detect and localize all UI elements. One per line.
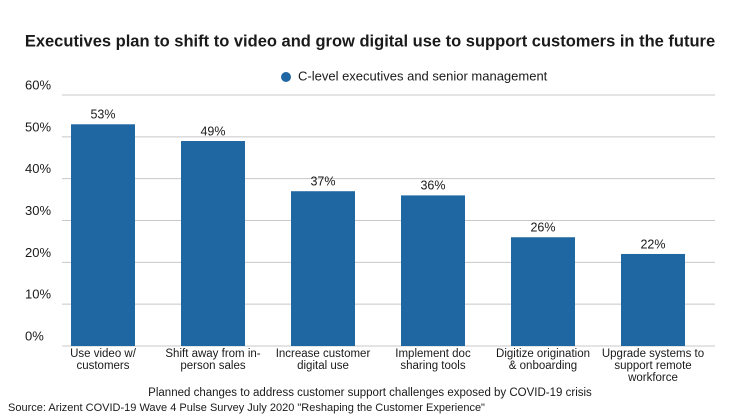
y-tick-label: 40%: [25, 161, 51, 176]
bar: [401, 195, 465, 346]
value-label: 49%: [200, 124, 225, 138]
y-tick-label: 60%: [25, 77, 51, 92]
x-tick-label-box: Shift away from in-person sales: [165, 348, 261, 372]
x-tick-label-box: Implement doc sharing tools: [395, 348, 471, 372]
value-label: 53%: [90, 108, 115, 122]
x-tick-label-box: Upgrade systems to support remote workfo…: [601, 348, 705, 384]
x-tick-label: Increase customer digital use: [275, 348, 371, 372]
source-note: Source: Arizent COVID-19 Wave 4 Pulse Su…: [8, 402, 485, 414]
legend-marker: [281, 72, 291, 82]
x-tick-label: Digitize origination & onboarding: [496, 348, 590, 372]
x-tick-label: Shift away from in-person sales: [165, 348, 261, 372]
bar: [621, 253, 685, 346]
legend-label: C-level executives and senior management: [298, 68, 548, 83]
y-tick-label: 0%: [25, 328, 44, 343]
bar: [181, 141, 245, 346]
value-label: 26%: [530, 221, 555, 235]
bar: [511, 237, 575, 346]
bar: [71, 124, 135, 347]
x-tick-label-box: Digitize origination & onboarding: [496, 348, 590, 372]
x-tick-label: Use video w/ customers: [70, 348, 136, 372]
value-label: 37%: [310, 175, 335, 189]
x-tick-label: Implement doc sharing tools: [395, 348, 471, 372]
x-tick-label: Upgrade systems to support remote workfo…: [601, 348, 705, 384]
x-tick-label-box: Increase customer digital use: [275, 348, 371, 372]
y-tick-label: 30%: [25, 203, 51, 218]
x-tick-label-box: Use video w/ customers: [70, 348, 136, 372]
y-tick-label: 20%: [25, 245, 51, 260]
y-tick-label: 50%: [25, 119, 51, 134]
y-tick-label: 10%: [25, 287, 51, 302]
x-axis-label: Planned changes to address customer supp…: [148, 387, 592, 399]
bar: [291, 191, 355, 346]
chart-title: Executives plan to shift to video and gr…: [25, 32, 715, 50]
value-label: 36%: [420, 179, 445, 193]
value-label: 22%: [640, 237, 665, 251]
